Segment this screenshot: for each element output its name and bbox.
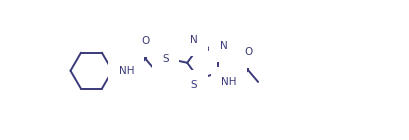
Text: S: S [162, 54, 169, 64]
Text: O: O [142, 36, 150, 46]
Text: NH: NH [119, 66, 134, 76]
Text: S: S [191, 80, 198, 90]
Text: N: N [220, 41, 227, 51]
Text: N: N [190, 35, 198, 45]
Text: NH: NH [221, 77, 237, 87]
Text: O: O [244, 47, 252, 57]
